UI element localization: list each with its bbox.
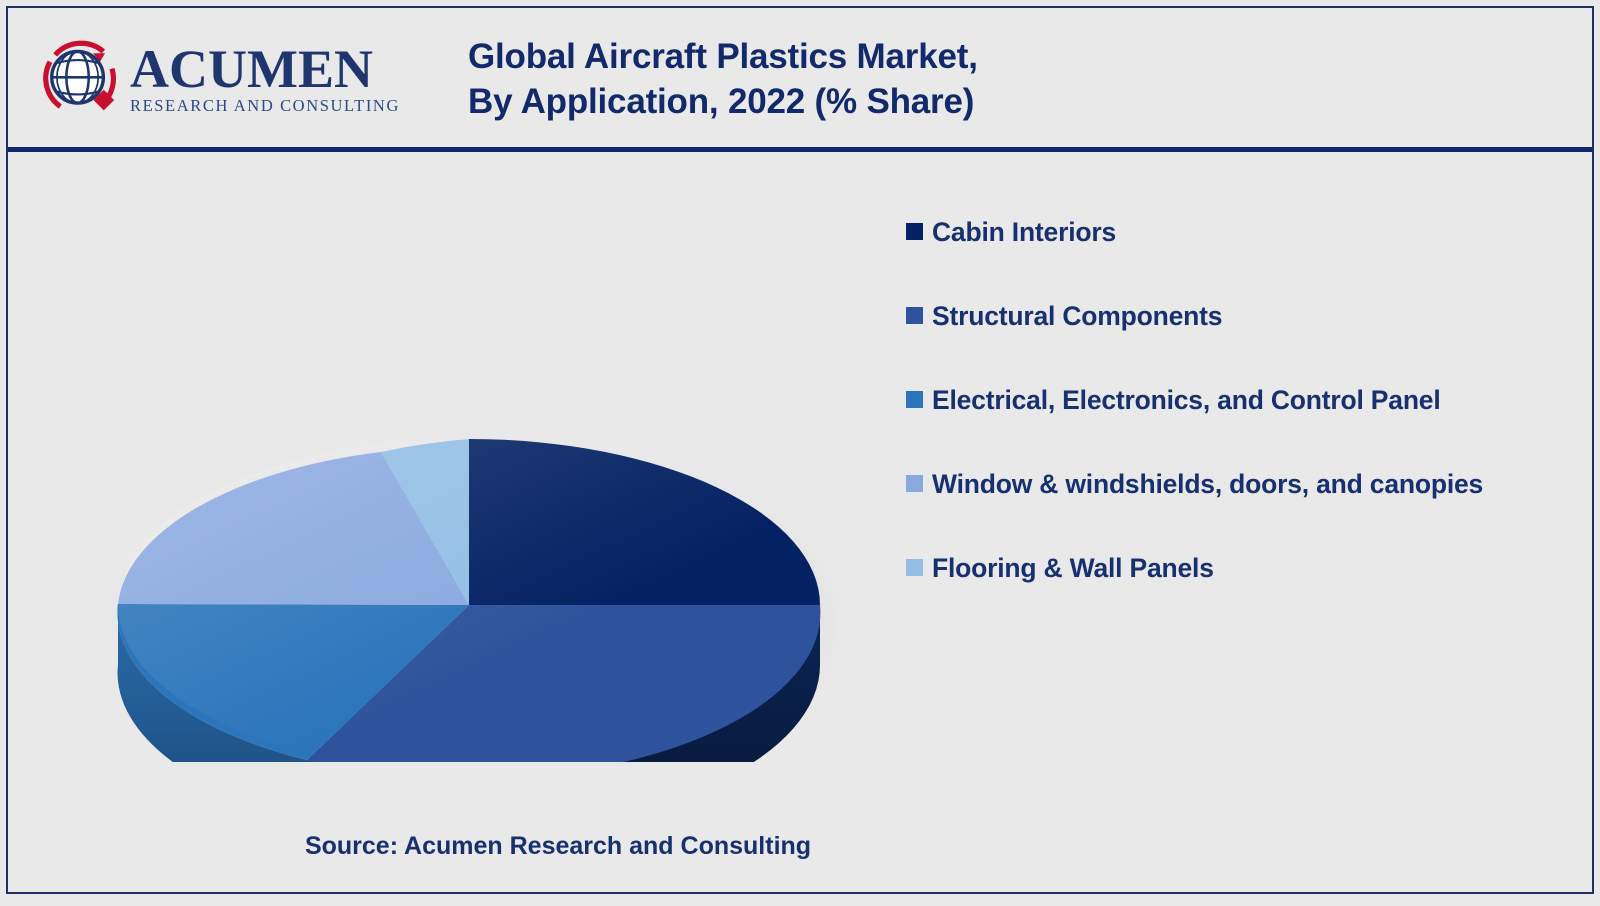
legend-swatch-icon (906, 475, 923, 492)
legend-label: Window & windshields, doors, and canopie… (932, 469, 1484, 499)
source-note: Source: Acumen Research and Consulting (304, 832, 812, 860)
legend-item-structural-components[interactable]: Structural Components (906, 298, 1566, 334)
header-divider (8, 147, 1592, 152)
legend-swatch-icon (906, 307, 923, 324)
legend-label: Flooring & Wall Panels (932, 553, 1214, 583)
legend-item-window-windshields-doors-canopies[interactable]: Window & windshields, doors, and canopie… (906, 466, 1566, 502)
legend-item-electrical-electronics-control-panel[interactable]: Electrical, Electronics, and Control Pan… (906, 382, 1566, 418)
company-logo: ACUMEN RESEARCH AND CONSULTING (34, 30, 398, 130)
title-line-2: By Application, 2022 (% Share) (468, 82, 975, 121)
legend-item-flooring-wall-panels[interactable]: Flooring & Wall Panels (906, 550, 1566, 586)
legend-swatch-icon (906, 223, 923, 240)
pie-chart (58, 262, 878, 762)
title-line-1: Global Aircraft Plastics Market, (468, 37, 978, 76)
legend-label: Electrical, Electronics, and Control Pan… (932, 385, 1441, 415)
legend-label: Cabin Interiors (932, 217, 1117, 247)
chart-frame: ACUMEN RESEARCH AND CONSULTING Global Ai… (6, 6, 1594, 894)
logo-name: ACUMEN (130, 39, 373, 99)
logo-wordmark: ACUMEN RESEARCH AND CONSULTING (130, 40, 400, 116)
chart-legend: Cabin Interiors Structural Components El… (906, 214, 1566, 586)
logo-tagline: RESEARCH AND CONSULTING (130, 96, 400, 115)
page-title: Global Aircraft Plastics Market, By Appl… (468, 34, 1228, 124)
legend-label: Structural Components (932, 301, 1223, 331)
pie-slice-cabin-interiors (469, 439, 820, 605)
chart-body: Cabin Interiors Structural Components El… (8, 152, 1592, 892)
legend-item-cabin-interiors[interactable]: Cabin Interiors (906, 214, 1566, 250)
legend-swatch-icon (906, 559, 923, 576)
legend-swatch-icon (906, 391, 923, 408)
header: ACUMEN RESEARCH AND CONSULTING Global Ai… (8, 8, 1592, 152)
globe-logo-icon (38, 36, 124, 122)
